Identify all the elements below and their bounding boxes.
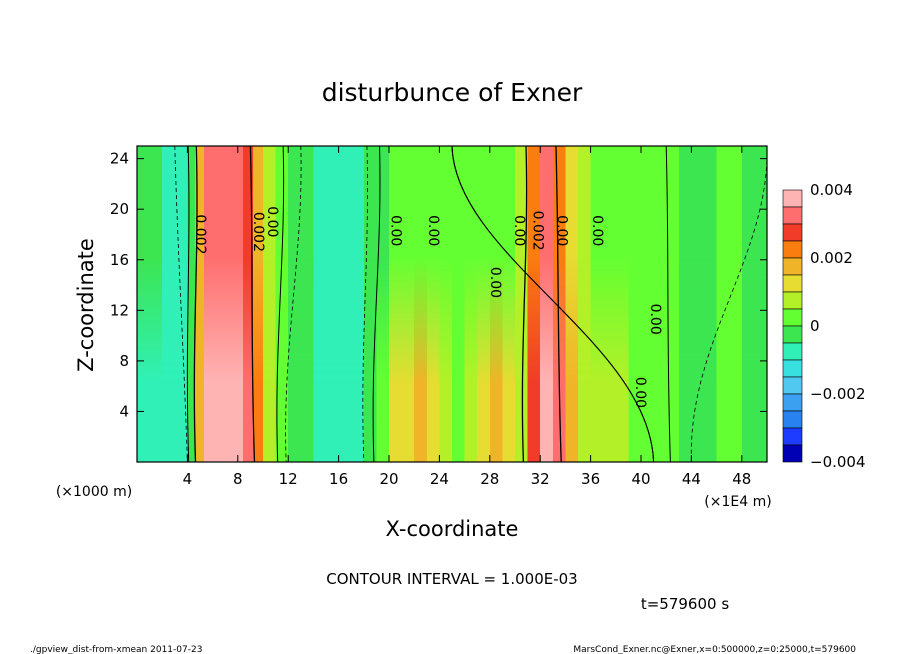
y-tick-label: 24 bbox=[110, 150, 129, 168]
contour-label: 0.00 bbox=[387, 215, 403, 246]
colorbar-box bbox=[782, 342, 803, 361]
colorbar-tick-label: 0 bbox=[810, 317, 820, 335]
time-label: t=579600 s bbox=[641, 595, 729, 613]
contour-label: 0.002 bbox=[192, 214, 208, 254]
contour-line bbox=[193, 146, 198, 462]
x-tick-label: 4 bbox=[183, 470, 193, 488]
contour-label: 0.002 bbox=[250, 212, 266, 252]
y-tick-label: 4 bbox=[119, 402, 129, 420]
data-source: MarsCond_Exner.nc@Exner,x=0:500000,z=0:2… bbox=[573, 645, 856, 654]
colorbar-box bbox=[782, 189, 803, 208]
y-tick-label: 8 bbox=[119, 352, 129, 370]
contour-label: 0.00 bbox=[554, 215, 570, 246]
contour-lines bbox=[174, 146, 767, 462]
contour-label: 0.00 bbox=[511, 215, 527, 246]
contour-label: 0.00 bbox=[425, 215, 441, 246]
colorbar-box bbox=[782, 223, 803, 242]
contour-line bbox=[372, 146, 381, 462]
y-tick-label: 12 bbox=[110, 301, 129, 319]
contour-label: 0.00 bbox=[589, 215, 605, 246]
colorbar-box bbox=[782, 274, 803, 293]
contour-label: 0.00 bbox=[632, 377, 648, 408]
x-tick-label: 20 bbox=[379, 470, 398, 488]
x-tick-label: 12 bbox=[279, 470, 298, 488]
contour-line bbox=[555, 146, 562, 462]
y-tick-label: 16 bbox=[110, 251, 129, 269]
colorbar-box bbox=[782, 427, 803, 446]
script-name: ./gpview_dist-from-xmean 2011-07-23 bbox=[30, 645, 202, 654]
colorbar-box bbox=[782, 325, 803, 344]
x-tick-label: 28 bbox=[480, 470, 499, 488]
contour-line bbox=[285, 146, 302, 462]
x-unit-label: (×1E4 m) bbox=[704, 494, 771, 510]
contour-label: 0.00 bbox=[487, 267, 503, 298]
colorbar-tick-label: 0.002 bbox=[810, 249, 853, 267]
colorbar-box bbox=[782, 410, 803, 429]
x-tick-label: 16 bbox=[329, 470, 348, 488]
contour-line bbox=[362, 146, 368, 462]
contour-line bbox=[174, 146, 188, 462]
contour-label: 0.00 bbox=[264, 206, 280, 237]
contour-line bbox=[276, 146, 285, 462]
colorbar-ticks: 0.004 0.002 0 −0.002 −0.004 bbox=[810, 181, 866, 471]
field-bottom-layer bbox=[137, 146, 767, 462]
contour-line bbox=[521, 146, 528, 462]
colorbar-box bbox=[782, 444, 803, 463]
x-tick-label: 32 bbox=[531, 470, 550, 488]
x-tick-label: 24 bbox=[430, 470, 449, 488]
y-axis-title: Z-coordinate bbox=[74, 238, 98, 372]
colorbar-box bbox=[782, 257, 803, 276]
colorbar-box bbox=[782, 206, 803, 225]
colorbar-tick-label: −0.004 bbox=[810, 453, 866, 471]
colorbar-box bbox=[782, 291, 803, 310]
x-tick-label: 8 bbox=[233, 470, 243, 488]
contour-interval: CONTOUR INTERVAL = 1.000E-03 bbox=[326, 570, 577, 588]
colorbar-tick-label: −0.002 bbox=[810, 385, 866, 403]
colorbar-box bbox=[782, 308, 803, 327]
contour-label: 0.002 bbox=[530, 211, 546, 251]
y-unit-label: (×1000 m) bbox=[56, 484, 132, 500]
x-tick-label: 44 bbox=[682, 470, 701, 488]
x-axis: 4 8 12 16 20 24 28 32 36 40 44 48 bbox=[183, 146, 751, 488]
colorbar-box bbox=[782, 359, 803, 378]
x-tick-label: 40 bbox=[631, 470, 650, 488]
contour-line bbox=[665, 146, 671, 462]
contour-label: 0.00 bbox=[647, 304, 663, 335]
plot-frame bbox=[136, 145, 768, 463]
x-tick-label: 36 bbox=[581, 470, 600, 488]
y-axis: 4 8 12 16 20 24 bbox=[110, 150, 767, 420]
contour-line bbox=[690, 146, 767, 462]
colorbar-box bbox=[782, 393, 803, 412]
chart-title: disturbunce of Exner bbox=[322, 78, 583, 107]
field bbox=[137, 146, 767, 462]
x-tick-label: 48 bbox=[732, 470, 751, 488]
contour-line bbox=[186, 146, 190, 462]
colorbar bbox=[782, 189, 803, 463]
contour-line bbox=[451, 146, 655, 462]
contour-line bbox=[249, 146, 256, 462]
colorbar-tick-label: 0.004 bbox=[810, 181, 853, 199]
x-axis-title: X-coordinate bbox=[386, 517, 519, 541]
y-tick-label: 20 bbox=[110, 200, 129, 218]
colorbar-box bbox=[782, 240, 803, 259]
colorbar-box bbox=[782, 376, 803, 395]
